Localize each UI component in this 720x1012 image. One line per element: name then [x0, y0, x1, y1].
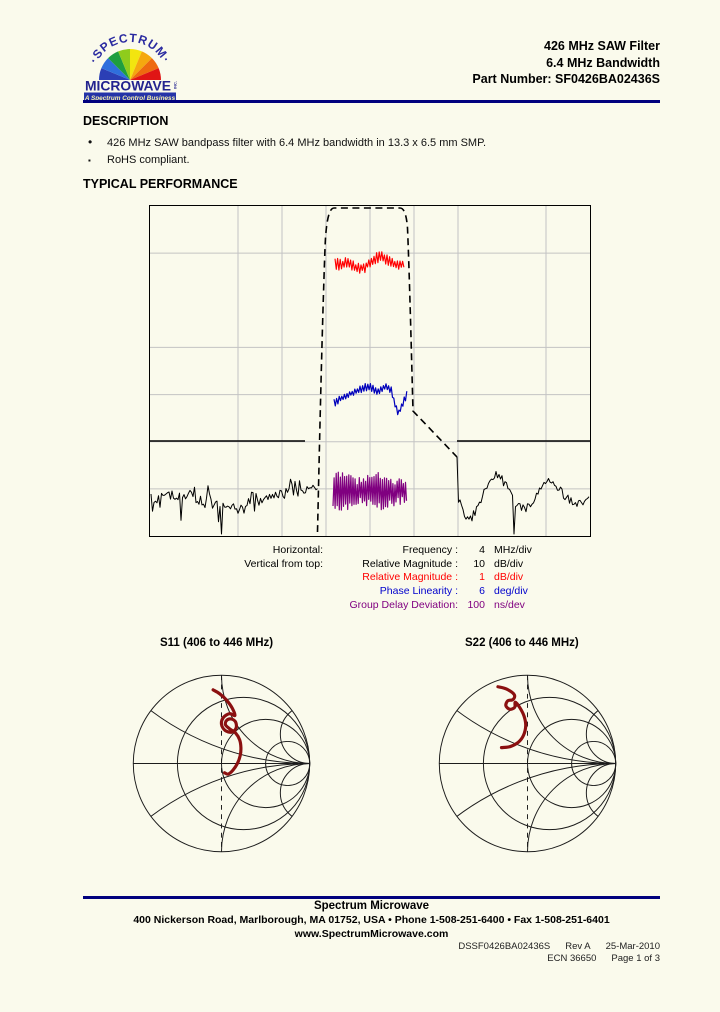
- s22-smith-chart: [438, 674, 617, 853]
- bandwidth-subtitle: 6.4 MHz Bandwidth: [546, 55, 660, 70]
- legend-row: Vertical from top: Relative Magnitude : 10…: [215, 558, 555, 572]
- logo-tagline-text: A Spectrum Control Business: [84, 95, 176, 102]
- footer: Spectrum Microwave 400 Nickerson Road, M…: [83, 900, 660, 940]
- spectrum-microwave-logo-icon: ·SPECTRUM· MICROWAVE INC. A Spectrum Con…: [84, 31, 178, 102]
- legend-cell: 10: [473, 557, 485, 570]
- bullet-icon: ▪: [88, 156, 91, 165]
- doc-revision-line: DSSF0426BA02436S Rev A 25-Mar-2010: [443, 941, 660, 953]
- legend-cell: Relative Magnitude :: [362, 571, 458, 584]
- company-logo: ·SPECTRUM· MICROWAVE INC. A Spectrum Con…: [80, 26, 180, 104]
- logo-company-text: MICROWAVE: [85, 78, 171, 94]
- bullet-text: 426 MHz SAW bandpass filter with 6.4 MHz…: [107, 137, 487, 149]
- legend-cell: Group Delay Deviation:: [349, 598, 458, 611]
- typical-performance-heading: TYPICAL PERFORMANCE: [83, 177, 238, 191]
- doc-ecn: ECN 36650: [547, 952, 597, 964]
- header-divider: [83, 100, 660, 103]
- legend-cell: Vertical from top:: [244, 557, 323, 570]
- legend-cell: Phase Linearity :: [379, 585, 458, 598]
- doc-page-line: ECN 36650 Page 1 of 3: [443, 953, 660, 965]
- rainbow-icon: [99, 49, 161, 80]
- document-title-block: 426 MHz SAW Filter 6.4 MHz Bandwidth Par…: [472, 38, 660, 88]
- frequency-response-plot: [150, 206, 590, 536]
- document-info: DSSF0426BA02436S Rev A 25-Mar-2010 ECN 366…: [443, 941, 660, 964]
- legend-cell: [215, 599, 323, 613]
- doc-rev: Rev A: [565, 941, 591, 952]
- legend-cell: Relative Magnitude :: [362, 557, 458, 570]
- legend-cell: deg/div: [494, 585, 528, 598]
- legend-row: Group Delay Deviation: 100 ns/dev: [215, 599, 555, 613]
- legend-cell: dB/div: [494, 571, 524, 584]
- doc-number: DSSF0426BA02436S: [458, 941, 551, 952]
- frequency-response-chart: [149, 205, 591, 537]
- legend-cell: dB/div: [494, 557, 524, 570]
- legend-cell: Frequency :: [402, 544, 458, 556]
- logo-tagline-bar: [84, 92, 176, 102]
- legend-cell: 6: [479, 585, 485, 598]
- footer-address: 400 Nickerson Road, Marlborough, MA 0175…: [133, 914, 610, 926]
- legend-cell: 100: [467, 598, 485, 611]
- footer-website: www.SpectrumMicrowave.com: [294, 928, 449, 940]
- legend-cell: [215, 571, 323, 585]
- bullet-icon: •: [88, 135, 93, 149]
- s11-smith-chart: [132, 674, 311, 853]
- legend-row: Phase Linearity : 6 deg/div: [215, 585, 555, 599]
- legend-row: Horizontal: Frequency : 4 MHz/div: [215, 544, 555, 558]
- legend-cell: MHz/div: [494, 544, 532, 556]
- s22-title: S22 (406 to 446 MHz): [465, 637, 579, 649]
- doc-date: 25-Mar-2010: [605, 941, 660, 952]
- footer-divider: [83, 896, 660, 899]
- legend-cell: ns/dev: [494, 598, 525, 611]
- description-section: DESCRIPTION • 426 MHz SAW bandpass filte…: [83, 114, 628, 166]
- legend-cell: 4: [479, 544, 485, 556]
- bullet-text: RoHS compliant.: [107, 154, 190, 166]
- doc-page: Page 1 of 3: [611, 952, 660, 964]
- legend-cell: [215, 585, 323, 599]
- legend-cell: 1: [479, 571, 485, 584]
- legend-cell: Horizontal:: [272, 544, 323, 556]
- description-bullet: ▪ RoHS compliant.: [83, 154, 628, 166]
- legend-row: Relative Magnitude : 1 dB/div: [215, 571, 555, 585]
- footer-company: Spectrum Microwave: [313, 900, 430, 912]
- description-heading: DESCRIPTION: [83, 114, 169, 128]
- product-title: 426 MHz SAW Filter: [544, 39, 660, 53]
- s11-title: S11 (406 to 446 MHz): [160, 637, 274, 649]
- part-number: Part Number: SF0426BA02436S: [472, 72, 660, 86]
- logo-inc-text: INC.: [173, 81, 178, 89]
- description-bullet: • 426 MHz SAW bandpass filter with 6.4 M…: [83, 135, 628, 149]
- chart-legend: Horizontal: Frequency : 4 MHz/div Vertical f…: [215, 544, 555, 613]
